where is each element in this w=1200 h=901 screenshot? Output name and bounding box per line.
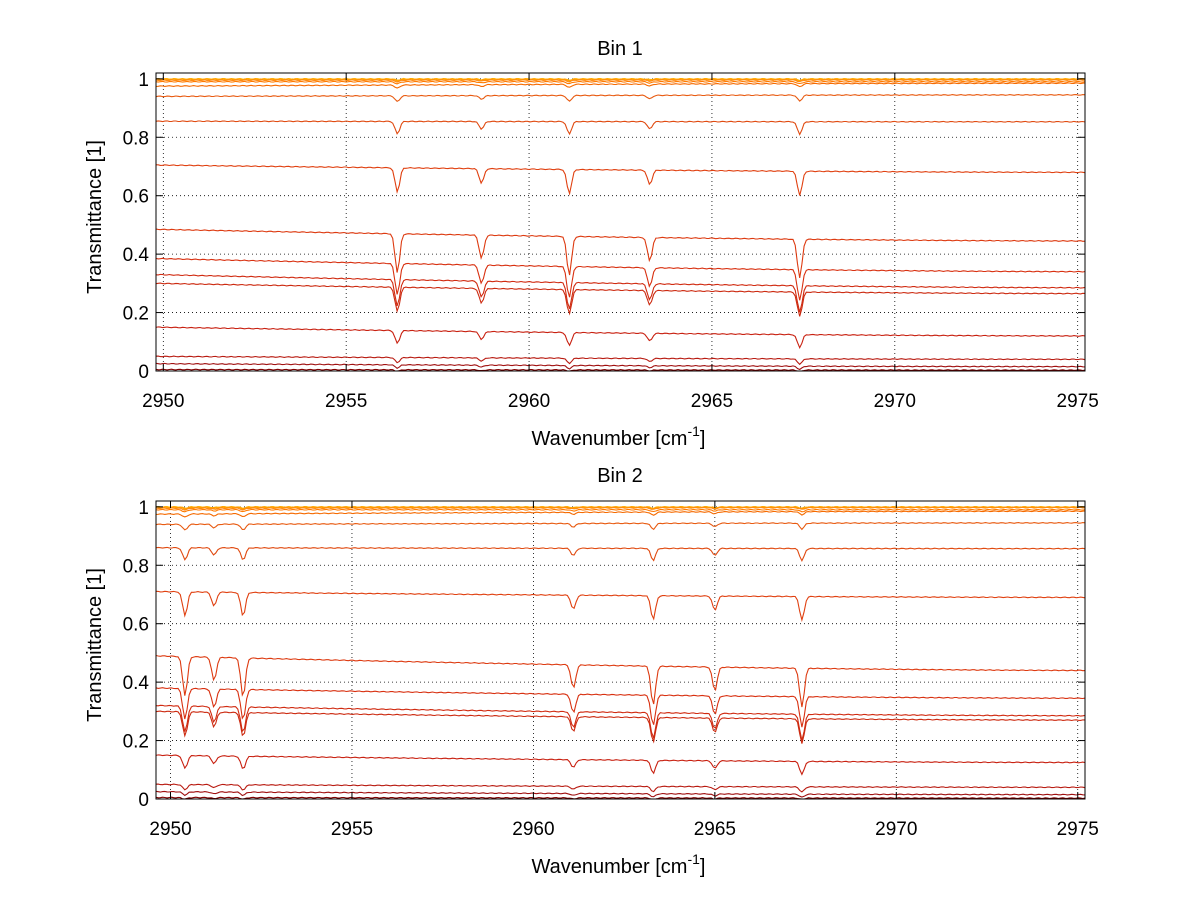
x-tick-label: 2950 [149, 819, 191, 840]
series-line [155, 228, 1086, 278]
x-tick-label: 2965 [694, 819, 736, 840]
chart-panel-bin-1: Bin 1 2950 2955 2960 2965 2970 2975 0 0.… [84, 38, 1099, 450]
chart-title: Bin 2 [597, 465, 643, 487]
series-line [155, 654, 1086, 708]
series-line [155, 355, 1086, 366]
y-tick-label: 0.2 [123, 732, 149, 753]
x-axis-label: Wavenumber [cm-1] [532, 423, 706, 450]
y-tick-label: 0.4 [123, 245, 150, 266]
series-line [155, 790, 1086, 798]
chart-panel-bin-2: Bin 2 2950 2955 2960 2965 2970 2975 0 0.… [84, 465, 1099, 878]
x-tick-label: 2955 [331, 819, 373, 840]
series-layer [155, 77, 1086, 372]
x-axis-label-end: ] [700, 428, 706, 450]
y-axis-label: Transmittance [1] [84, 140, 106, 294]
series-line [155, 754, 1086, 776]
series-line [155, 796, 1086, 800]
x-tick-label: 2955 [325, 391, 367, 412]
series-line [155, 94, 1086, 102]
x-axis-label-superscript: -1 [687, 423, 700, 439]
y-tick-label: 0.4 [123, 673, 150, 694]
x-tick-label: 2970 [875, 819, 917, 840]
series-layer [155, 505, 1086, 800]
axes-box [155, 500, 1086, 800]
y-tick-label: 0.8 [123, 128, 149, 149]
x-axis-label-superscript: -1 [687, 851, 700, 867]
series-line [155, 326, 1086, 350]
x-axis-label-text: Wavenumber [cm [532, 428, 688, 450]
series-line [155, 687, 1086, 728]
y-tick-labels: 0 0.2 0.4 0.6 0.8 1 [123, 70, 150, 383]
x-tick-label: 2970 [874, 391, 916, 412]
series-line [155, 80, 1086, 85]
series-line [155, 368, 1086, 372]
y-tick-label: 0.6 [123, 187, 149, 208]
y-tick-label: 1 [138, 498, 149, 519]
series-line [155, 82, 1086, 89]
x-tick-labels: 2950 2955 2960 2965 2970 2975 [149, 819, 1099, 840]
y-tick-label: 0.6 [123, 615, 149, 636]
series-line [155, 704, 1086, 741]
series-line [156, 164, 1086, 196]
series-line [155, 710, 1085, 744]
series-line [155, 120, 1086, 136]
series-line [155, 257, 1086, 301]
y-tick-label: 0.2 [123, 304, 149, 325]
series-line [155, 783, 1086, 793]
axes-box [155, 72, 1086, 372]
x-tick-label: 2960 [512, 819, 554, 840]
series-line [155, 522, 1086, 531]
y-axis-label: Transmittance [1] [84, 568, 106, 722]
chart-title: Bin 1 [597, 38, 643, 60]
x-tick-labels: 2950 2955 2960 2965 2970 2975 [142, 391, 1099, 412]
series-line [155, 546, 1086, 562]
series-line [155, 510, 1086, 518]
series-line [155, 590, 1086, 623]
y-tick-label: 1 [138, 70, 149, 91]
y-tick-label: 0 [138, 790, 149, 811]
x-axis-label-end: ] [700, 856, 706, 878]
ticks [156, 73, 1085, 372]
x-tick-label: 2975 [1057, 391, 1099, 412]
x-tick-label: 2960 [508, 391, 550, 412]
series-line [155, 79, 1086, 83]
y-tick-label: 0.8 [123, 556, 149, 577]
series-line [155, 508, 1086, 513]
x-tick-label: 2950 [142, 391, 184, 412]
x-axis-label-text: Wavenumber [cm [532, 856, 688, 878]
x-tick-label: 2975 [1057, 819, 1099, 840]
x-axis-label: Wavenumber [cm-1] [532, 851, 706, 878]
x-tick-label: 2965 [691, 391, 733, 412]
y-tick-label: 0 [138, 362, 149, 383]
series-line [155, 273, 1086, 313]
y-tick-labels: 0 0.2 0.4 0.6 0.8 1 [123, 498, 150, 811]
series-line [155, 506, 1086, 511]
series-line [155, 362, 1086, 371]
ticks [156, 501, 1085, 800]
series-line [155, 282, 1086, 317]
